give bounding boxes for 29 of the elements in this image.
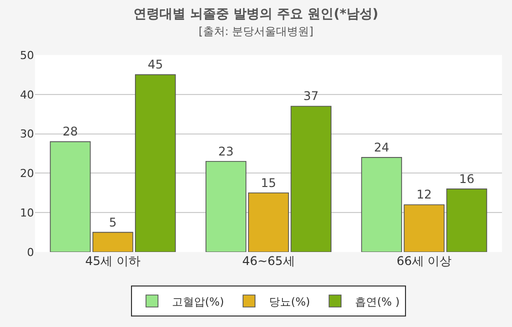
y-tick-label: 0: [27, 246, 34, 259]
bar: [92, 232, 134, 252]
legend-label: 당뇨(%): [269, 295, 310, 308]
data-label: 23: [218, 144, 234, 158]
data-label: 12: [416, 188, 432, 202]
bar: [134, 74, 176, 252]
data-label: 15: [260, 176, 276, 190]
data-label: 45: [148, 58, 164, 72]
y-tick-label: 30: [20, 128, 34, 141]
data-label: 24: [374, 140, 390, 154]
bar: [361, 157, 402, 252]
data-label: 37: [303, 89, 319, 104]
data-label: 28: [62, 124, 78, 139]
x-tick-label: 46~65세: [242, 254, 295, 268]
bar: [446, 188, 488, 252]
legend-label: 고혈압(%): [172, 295, 224, 308]
y-tick-label: 40: [20, 88, 34, 102]
data-label: 5: [109, 215, 117, 230]
x-tick-label: 66세 이상: [396, 254, 452, 268]
y-tick-label: 20: [20, 167, 34, 180]
x-tick-label: 45세 이하: [85, 254, 140, 268]
chart-title: 연령대별 뇌졸중 발병의 주요 원인(*남성): [134, 6, 378, 22]
y-tick-label: 10: [20, 206, 34, 220]
bar: [404, 204, 445, 252]
y-tick-label: 50: [20, 48, 34, 62]
data-label: 16: [459, 172, 474, 186]
chart-subtitle: [출처: 분당서울대병원]: [198, 24, 314, 38]
legend-label: 흡연(% ): [355, 295, 400, 308]
bar: [50, 141, 91, 252]
